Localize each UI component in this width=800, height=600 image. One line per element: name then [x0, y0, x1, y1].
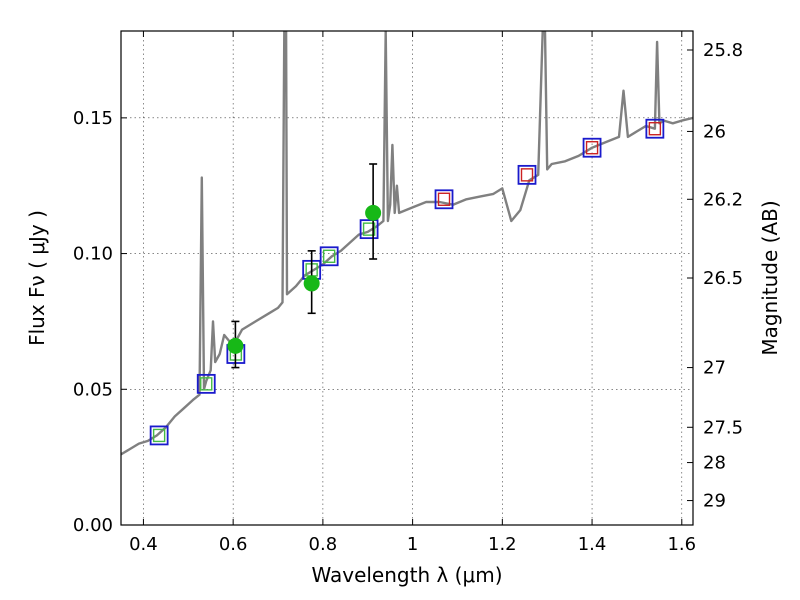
x-tick-label: 1.6 — [667, 534, 696, 555]
model-band-box — [582, 137, 602, 158]
x-tick-label: 1 — [407, 534, 418, 555]
model-band-inner — [200, 377, 213, 391]
plot-frame — [120, 30, 694, 526]
observed-point — [227, 320, 244, 369]
observed-marker — [365, 204, 382, 221]
y-tick-label: 0.15 — [73, 108, 113, 129]
model-band-box — [359, 219, 379, 240]
model-band-inner — [152, 428, 166, 443]
magnitude-tick-label: 26.2 — [703, 189, 743, 210]
model-band-point — [359, 219, 379, 240]
model-band-point — [196, 373, 216, 394]
grid — [121, 31, 693, 525]
model-band-point — [434, 189, 454, 210]
observed-marker — [227, 337, 244, 354]
magnitude-tick-label: 27.5 — [703, 417, 743, 438]
magnitude-tick-label: 26.5 — [703, 268, 743, 289]
model-band-box — [149, 425, 169, 446]
magnitude-tick-label: 27 — [703, 358, 726, 379]
model-band-box — [319, 246, 339, 267]
y-axis-ticks: 0.00 0.05 0.10 0.15 — [73, 108, 127, 536]
model-band-point — [582, 137, 602, 158]
observed-points — [227, 163, 382, 369]
model-band-box — [196, 373, 216, 394]
y-tick-label: 0.10 — [73, 244, 113, 265]
observed-point — [365, 163, 382, 260]
model-band-point — [149, 425, 169, 446]
observed-marker — [303, 275, 320, 292]
model-band-inner — [585, 141, 599, 155]
model-band-inner — [648, 122, 662, 136]
model-band-box — [517, 164, 537, 185]
x-tick-label: 1.2 — [488, 534, 517, 555]
model-band-inner — [520, 168, 534, 182]
x-tick-label: 0.8 — [309, 534, 338, 555]
y-tick-label: 0.00 — [73, 515, 113, 536]
x-axis-ticks: 0.4 0.6 0.8 1 1.2 1.4 1.6 — [129, 31, 696, 555]
model-band-box — [434, 189, 454, 210]
model-band-point — [319, 246, 339, 267]
model-band-inner — [322, 249, 336, 263]
y-tick-label: 0.05 — [73, 379, 113, 400]
magnitude-axis-ticks: 25.8 26 26.2 26.5 27 27.5 28 29 — [687, 40, 743, 512]
model-band-inner — [362, 222, 376, 236]
y-axis-label: Flux Fν ( μJy ) — [25, 210, 49, 346]
model-band-point — [517, 164, 537, 185]
magnitude-tick-label: 26 — [703, 121, 726, 142]
model-band-point — [645, 118, 665, 139]
x-tick-label: 1.4 — [578, 534, 607, 555]
model-bands — [149, 118, 665, 446]
observed-point — [303, 250, 320, 315]
model-band-box — [645, 118, 665, 139]
plot-area — [121, 31, 693, 456]
x-tick-label: 0.4 — [129, 534, 158, 555]
x-axis-label: Wavelength λ (μm) — [311, 563, 502, 587]
magnitude-tick-label: 25.8 — [703, 40, 743, 61]
model-spectrum-line — [121, 31, 693, 456]
magnitude-tick-label: 29 — [703, 491, 726, 512]
model-band-inner — [437, 192, 451, 206]
magnitude-axis-label: Magnitude (AB) — [758, 200, 782, 355]
x-tick-label: 0.6 — [219, 534, 248, 555]
magnitude-tick-label: 28 — [703, 453, 726, 474]
